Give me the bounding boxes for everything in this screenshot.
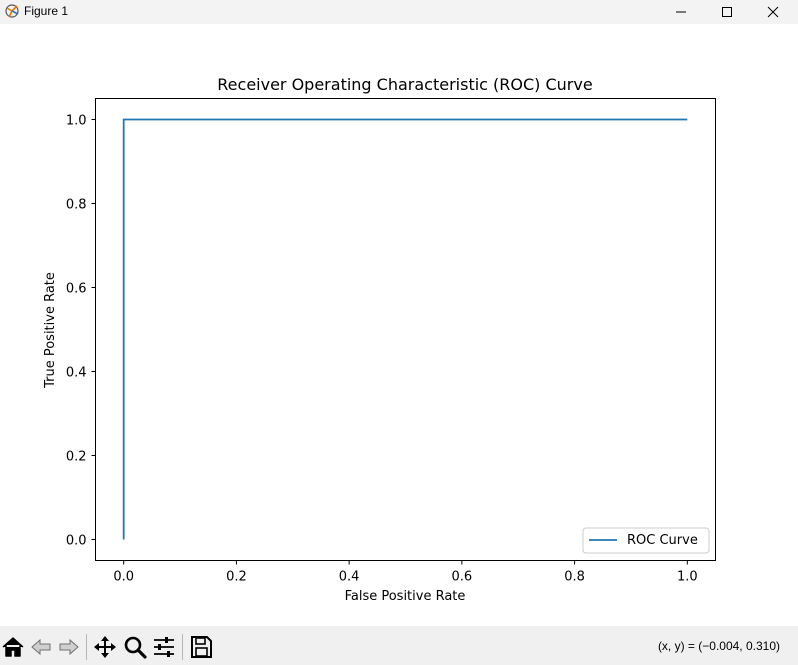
configure-subplots-icon[interactable] [151,634,177,660]
toolbar-separator [182,634,183,660]
y-tick-label: 0.2 [66,450,87,465]
maximize-icon [722,7,732,17]
zoom-icon[interactable] [122,634,148,660]
x-tick-label: 0.8 [564,570,585,585]
cursor-coordinates: (x, y) = (−0.004, 0.310) [657,639,780,653]
figure-canvas[interactable]: Receiver Operating Characteristic (ROC) … [0,24,798,626]
maximize-button[interactable] [704,0,750,24]
close-button[interactable] [750,0,796,24]
pan-icon[interactable] [92,634,118,660]
home-icon[interactable] [0,634,26,660]
navigation-toolbar: (x, y) = (−0.004, 0.310) [0,626,798,665]
x-tick-label: 0.6 [452,570,473,585]
back-icon[interactable] [28,634,54,660]
y-tick-label: 0.4 [66,366,87,381]
title-bar: Figure 1 [0,0,798,24]
y-tick-label: 0.0 [66,534,87,549]
window-title: Figure 1 [24,4,69,18]
y-tick-label: 0.8 [66,198,87,213]
x-tick-label: 1.0 [677,570,698,585]
roc-chart: Receiver Operating Characteristic (ROC) … [43,75,716,604]
y-axis-label: True Positive Rate [43,272,58,389]
app-icon [5,4,19,18]
x-tick-label: 0.0 [113,570,134,585]
close-icon [767,6,779,18]
plot-frame [95,98,716,561]
legend-box [582,527,710,554]
minimize-button[interactable] [658,0,704,24]
legend-label-roc: ROC Curve [627,533,698,548]
chart-title: Receiver Operating Characteristic (ROC) … [217,75,592,94]
x-tick-label: 0.2 [226,570,247,585]
forward-icon[interactable] [56,634,82,660]
save-icon[interactable] [188,634,214,660]
legend: ROC Curve [582,527,710,554]
minimize-icon [676,11,686,13]
y-tick-label: 0.6 [66,282,87,297]
roc-curve-line [122,118,688,540]
x-axis-label: False Positive Rate [345,589,466,604]
y-tick-label: 1.0 [66,114,87,129]
toolbar-separator [86,634,87,660]
x-tick-label: 0.4 [339,570,360,585]
